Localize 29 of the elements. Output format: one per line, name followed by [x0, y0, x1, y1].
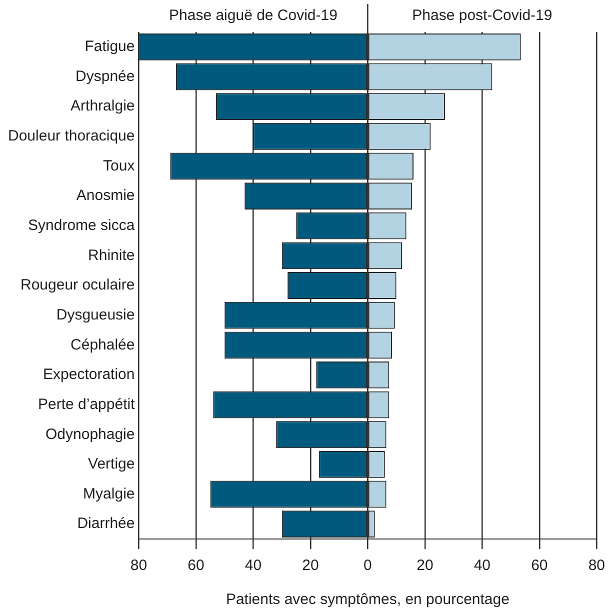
y-tick-label: Céphalée — [70, 336, 135, 354]
y-tick-label: Myalgie — [83, 485, 135, 502]
y-tick-label: Dysgueusie — [56, 306, 135, 324]
y-tick-label: Rougeur oculaire — [20, 276, 135, 294]
x-axis-title: Patients avec symptômes, en pourcentage — [226, 591, 510, 608]
x-tick-label: 0 — [364, 557, 372, 574]
y-tick-label: Odynophagie — [45, 426, 135, 443]
y-tick-label: Perte d’appétit — [38, 396, 136, 413]
x-tick-label: 40 — [244, 557, 262, 574]
series-label: Phase post-Covid-19 — [412, 7, 552, 24]
series-label: Phase aiguë de Covid-19 — [168, 7, 338, 24]
x-tick-label: 20 — [416, 557, 434, 574]
y-tick-label: Douleur thoracique — [8, 128, 135, 145]
y-tick-label: Toux — [103, 157, 136, 174]
y-tick-label: Vertige — [88, 456, 135, 473]
x-tick-label: 20 — [302, 557, 319, 574]
y-tick-label: Dyspnée — [76, 68, 135, 85]
y-tick-label: Diarrhée — [77, 515, 135, 532]
y-tick-label: Anosmie — [76, 187, 135, 204]
y-tick-label: Expectoration — [43, 366, 135, 384]
y-tick-label: Syndrome sicca — [28, 216, 136, 234]
x-tick-label: 80 — [130, 557, 148, 574]
x-tick-label: 60 — [531, 557, 548, 574]
y-tick-label: Fatigue — [84, 38, 135, 56]
x-tick-label: 60 — [188, 557, 204, 574]
x-tick-label: 40 — [474, 557, 491, 574]
x-tick-label: 80 — [588, 557, 605, 574]
y-tick-label: Rhinite — [88, 246, 135, 264]
y-tick-label: Arthralgie — [70, 98, 135, 115]
